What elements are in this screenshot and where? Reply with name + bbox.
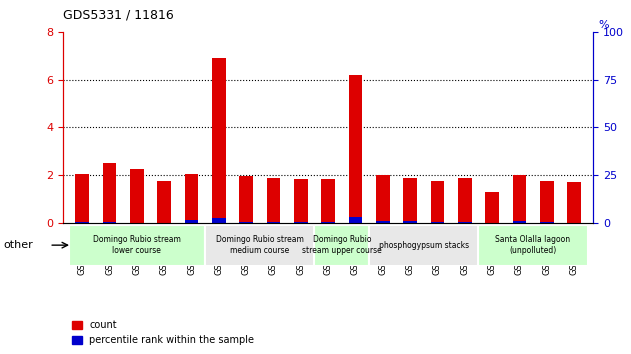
Bar [321,222,335,223]
Text: Domingo Rubio
stream upper course: Domingo Rubio stream upper course [302,235,382,255]
Bar [485,192,499,223]
Text: Santa Olalla lagoon
(unpolluted): Santa Olalla lagoon (unpolluted) [495,235,570,255]
Bar [267,222,280,223]
Bar [458,178,471,223]
Bar [458,222,471,223]
Bar [239,222,253,223]
Bar [103,222,116,223]
Bar [376,221,389,223]
Bar [130,169,144,223]
Bar [430,222,444,223]
Bar [403,221,417,223]
Text: other: other [4,240,33,250]
Text: phosphogypsum stacks: phosphogypsum stacks [379,241,469,250]
Bar [512,175,526,223]
Bar [403,178,417,223]
Bar [212,218,226,223]
Bar [75,222,89,223]
Text: Domingo Rubio stream
lower course: Domingo Rubio stream lower course [93,235,181,255]
Bar [567,182,581,223]
Bar [540,181,553,223]
Bar [267,178,280,223]
Bar [294,222,308,223]
Bar [75,174,89,223]
Bar [348,217,362,223]
Text: %: % [598,20,609,30]
Bar [157,181,171,223]
Bar [103,163,116,223]
Legend: count, percentile rank within the sample: count, percentile rank within the sample [68,316,258,349]
Bar [185,174,198,223]
Bar [478,225,587,266]
Bar [430,181,444,223]
Bar [185,219,198,223]
Bar [294,179,308,223]
Bar [348,75,362,223]
Bar [540,222,553,223]
Bar [314,225,369,266]
Bar [376,175,389,223]
Text: Domingo Rubio stream
medium course: Domingo Rubio stream medium course [216,235,304,255]
Text: GDS5331 / 11816: GDS5331 / 11816 [63,9,174,22]
Bar [239,176,253,223]
Bar [205,225,314,266]
Bar [369,225,478,266]
Bar [321,179,335,223]
Bar [69,225,205,266]
Bar [512,221,526,223]
Bar [212,58,226,223]
